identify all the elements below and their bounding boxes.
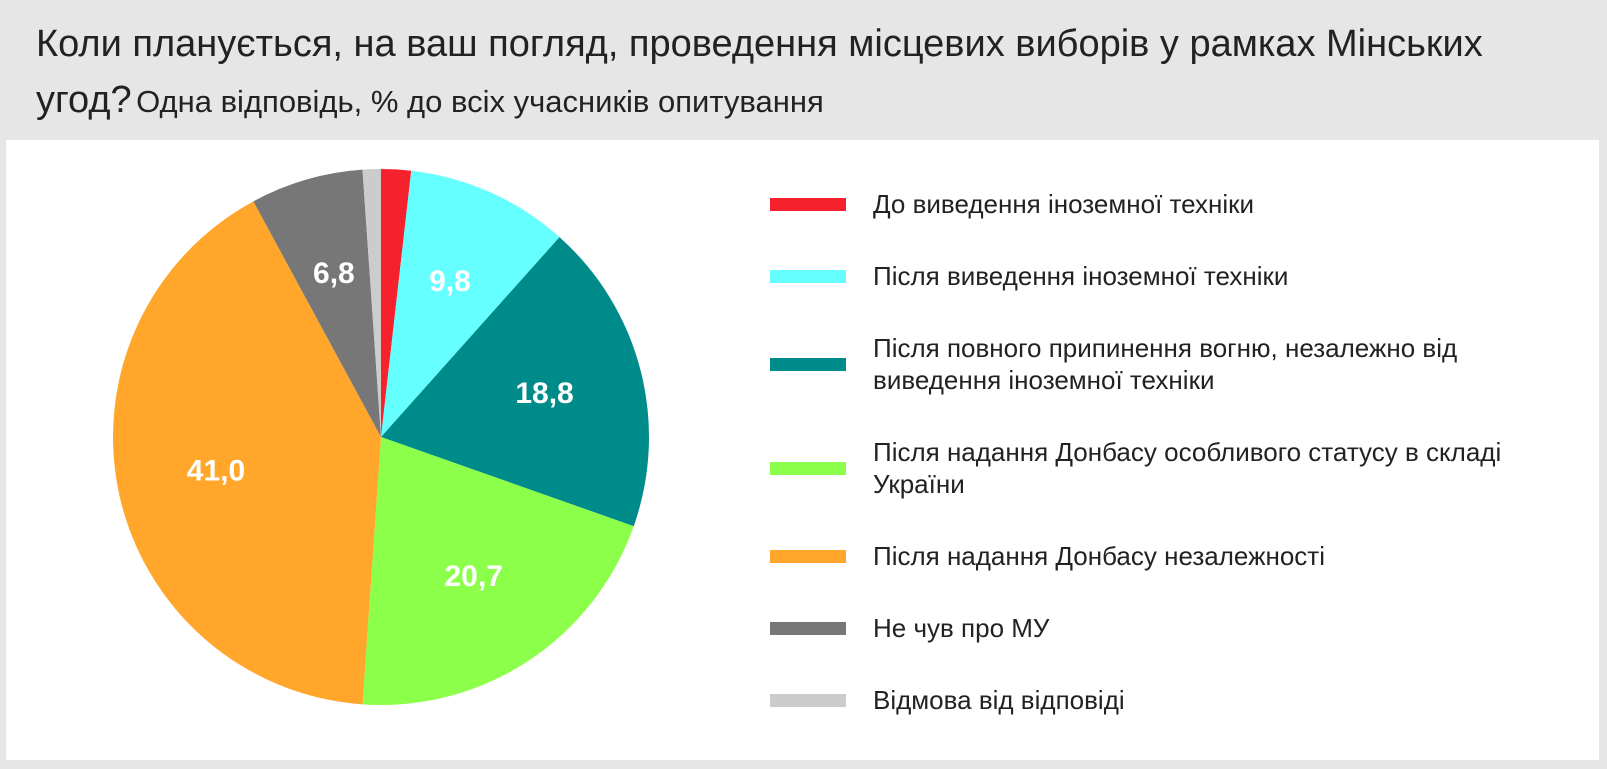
- data-label: 6,8: [313, 257, 355, 290]
- legend-label: До виведення іноземної техніки: [873, 189, 1255, 219]
- legend-label: Відмова від відповіді: [873, 685, 1125, 715]
- legend: До виведення іноземної техніки Після виве…: [770, 188, 1540, 756]
- chart-subtitle: Одна відповідь, % до всіх учасників опит…: [136, 84, 824, 119]
- legend-item: Після повного припинення вогню, незалежн…: [770, 332, 1540, 396]
- legend-label: Після повного припинення вогню, незалежн…: [873, 333, 1458, 395]
- legend-item: Після надання Донбасу особливого статусу…: [770, 436, 1540, 500]
- legend-label: Після надання Донбасу незалежності: [873, 541, 1325, 571]
- pie-slice: [253, 169, 381, 438]
- pie-slice: [362, 169, 381, 437]
- data-label: 9,8: [429, 265, 471, 298]
- header: Коли планується, на ваш погляд, проведен…: [0, 0, 1607, 140]
- data-label: 20,7: [445, 560, 503, 593]
- legend-swatch: [770, 269, 846, 283]
- legend-swatch: [770, 621, 846, 635]
- legend-item: Не чув про МУ: [770, 612, 1540, 644]
- pie-slice: [381, 169, 412, 437]
- legend-label: Після надання Донбасу особливого статусу…: [873, 437, 1502, 499]
- legend-item: До виведення іноземної техніки: [770, 188, 1540, 220]
- legend-item: Після надання Донбасу незалежності: [770, 540, 1540, 572]
- pie-slice: [362, 437, 634, 705]
- legend-swatch: [770, 549, 846, 563]
- chart-title: Коли планується, на ваш погляд, проведен…: [36, 23, 1483, 121]
- data-label: 41,0: [187, 455, 245, 488]
- legend-label: Не чув про МУ: [873, 613, 1050, 643]
- title-box: Коли планується, на ваш погляд, проведен…: [36, 20, 1576, 132]
- legend-swatch: [770, 693, 846, 707]
- legend-item: Після виведення іноземної техніки: [770, 260, 1540, 292]
- pie-slice: [381, 237, 649, 527]
- legend-swatch: [770, 461, 846, 475]
- legend-swatch: [770, 357, 846, 371]
- data-label: 18,8: [515, 377, 573, 410]
- legend-swatch: [770, 197, 846, 211]
- pie-slice: [113, 201, 382, 705]
- legend-item: Відмова від відповіді: [770, 684, 1540, 716]
- pie-slice: [381, 170, 560, 438]
- legend-label: Після виведення іноземної техніки: [873, 261, 1289, 291]
